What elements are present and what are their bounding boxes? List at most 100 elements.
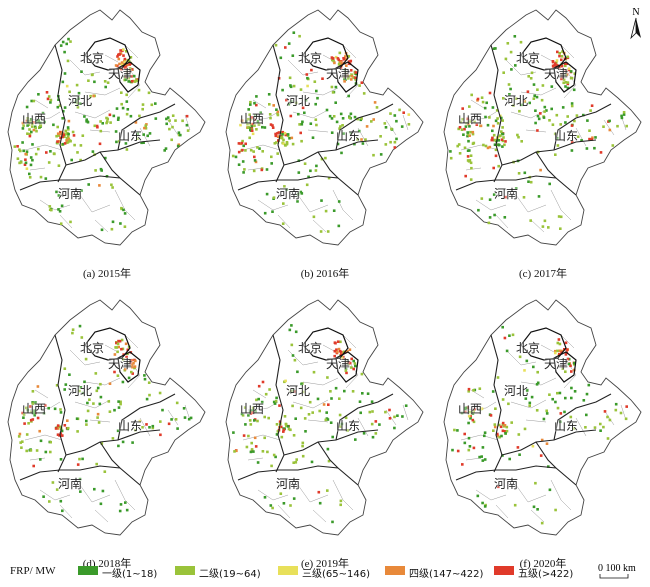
fire-pixel xyxy=(108,382,112,385)
fire-pixel xyxy=(344,367,348,370)
fire-pixel xyxy=(461,463,464,466)
fire-pixel xyxy=(290,100,293,103)
fire-pixel xyxy=(301,390,305,394)
fire-pixel xyxy=(109,121,112,124)
fire-pixel xyxy=(76,101,79,105)
fire-pixel xyxy=(501,454,504,457)
fire-pixel xyxy=(79,158,82,162)
county-boundary xyxy=(357,417,369,437)
panel-caption: (e) 2019年 xyxy=(301,558,349,570)
fire-pixel xyxy=(309,122,313,125)
fire-pixel xyxy=(335,120,339,124)
fire-pixel xyxy=(274,43,278,47)
fire-pixel xyxy=(78,457,81,461)
fire-pixel xyxy=(501,126,504,129)
fire-pixel xyxy=(301,444,304,448)
fire-pixel xyxy=(523,369,526,372)
fire-pixel xyxy=(557,215,561,218)
fire-pixel xyxy=(47,161,51,164)
fire-pixel xyxy=(294,330,298,334)
fire-pixel xyxy=(237,150,241,154)
fire-pixel xyxy=(59,132,62,136)
fire-pixel xyxy=(125,112,129,116)
fire-pixel xyxy=(66,426,70,430)
fire-pixel xyxy=(350,73,353,76)
fire-pixel xyxy=(120,338,124,342)
fire-pixel xyxy=(146,134,149,138)
fire-pixel xyxy=(466,406,470,409)
fire-pixel xyxy=(456,449,460,453)
fire-pixel xyxy=(41,111,45,115)
fire-pixel xyxy=(284,423,288,426)
fire-pixel xyxy=(265,192,269,196)
fire-pixel xyxy=(532,505,536,509)
fire-pixel xyxy=(532,83,536,86)
fire-pixel xyxy=(585,392,589,396)
fire-pixel xyxy=(159,420,162,423)
fire-pixel xyxy=(291,142,295,146)
fire-pixel xyxy=(27,123,31,126)
scale-bar: 0 100 km xyxy=(598,562,646,582)
county-boundary xyxy=(603,119,615,136)
fire-pixel xyxy=(291,54,295,57)
fire-pixel xyxy=(22,124,25,127)
province-boundary xyxy=(65,139,161,166)
fire-pixel xyxy=(170,138,173,142)
fire-pixel xyxy=(30,125,34,128)
fire-pixel xyxy=(305,73,309,76)
fire-pixel xyxy=(560,77,563,81)
fire-pixel xyxy=(582,399,586,402)
fire-pixel xyxy=(509,87,512,91)
fire-pixel xyxy=(63,106,67,109)
fire-pixel xyxy=(508,457,511,461)
legend-label-2: 二级(19~64) xyxy=(199,569,261,580)
fire-pixel xyxy=(67,128,70,131)
fire-pixel xyxy=(255,128,258,131)
fire-pixel xyxy=(320,199,323,202)
fire-pixel xyxy=(494,407,497,410)
fire-pixel xyxy=(510,421,513,424)
fire-pixel xyxy=(339,503,342,507)
county-boundary xyxy=(540,344,555,353)
fire-pixel xyxy=(261,125,264,129)
fire-pixel xyxy=(116,429,120,433)
fire-pixel xyxy=(108,410,112,413)
panel-caption: (a) 2015年 xyxy=(83,268,131,280)
province-boundary xyxy=(65,429,161,456)
fire-pixel xyxy=(131,441,134,444)
fire-pixel xyxy=(467,414,471,418)
fire-pixel xyxy=(76,105,80,109)
county-boundary xyxy=(342,334,357,349)
fire-pixel xyxy=(548,182,551,186)
fire-pixel xyxy=(497,164,500,168)
beijing-boundary xyxy=(84,327,131,361)
fire-pixel xyxy=(563,69,567,73)
fire-pixel xyxy=(350,74,354,78)
fire-pixel xyxy=(559,412,563,415)
fire-pixel xyxy=(498,435,501,439)
fire-pixel xyxy=(24,161,28,165)
fire-pixel xyxy=(535,383,539,386)
fire-pixel xyxy=(620,114,623,118)
fire-pixel xyxy=(555,113,559,117)
fire-pixel xyxy=(43,404,47,407)
fire-pixel xyxy=(100,442,104,445)
fire-pixel xyxy=(501,429,505,433)
fire-pixel xyxy=(590,104,594,107)
fire-pixel xyxy=(22,413,26,416)
county-boundary xyxy=(59,214,73,229)
fire-pixel xyxy=(81,457,84,461)
county-boundary xyxy=(505,349,537,366)
fire-pixel xyxy=(125,100,129,103)
fire-pixel xyxy=(45,151,48,154)
fire-pixel xyxy=(18,432,22,436)
fire-pixel xyxy=(562,78,566,81)
region-label-hebei: 河北 xyxy=(286,384,311,398)
fire-pixel xyxy=(253,101,256,105)
fire-pixel xyxy=(483,434,486,438)
county-boundary xyxy=(139,127,151,147)
fire-pixel xyxy=(62,133,65,137)
fire-pixel xyxy=(80,336,84,339)
fire-pixel xyxy=(93,80,96,84)
fire-pixel xyxy=(536,381,540,385)
